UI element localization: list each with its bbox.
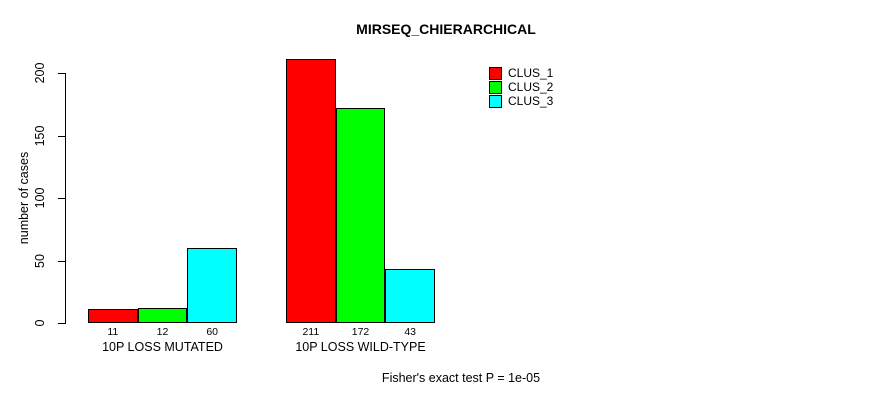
bar-value-label: 211 (302, 326, 320, 338)
legend-swatch-clus_2 (489, 80, 502, 94)
legend-swatch-clus_1 (489, 66, 502, 80)
y-axis-tick (58, 198, 65, 199)
y-axis-tick (58, 135, 65, 137)
statistical-test-note: Fisher's exact test P = 1e-05 (381, 371, 541, 385)
bar-clus_1-group2 (286, 59, 336, 323)
legend-label: CLUS_3 (508, 94, 554, 108)
category-label: 10P LOSS WILD-TYPE (295, 340, 426, 354)
y-tick-label: 100 (33, 187, 47, 209)
y-tick-label: 200 (33, 62, 47, 84)
y-tick-label: 0 (33, 319, 47, 327)
bar-value-label: 11 (107, 326, 119, 338)
y-axis-line (65, 73, 66, 324)
bar-clus_3-group1 (187, 248, 237, 323)
y-axis-tick (58, 73, 65, 74)
y-tick-label: 150 (33, 125, 47, 146)
bar-value-label: 12 (156, 326, 169, 338)
legend-item-clus_1: CLUS_1 (489, 66, 553, 80)
y-tick-label: 50 (33, 253, 47, 268)
legend: CLUS_1 CLUS_2 CLUS_3 (489, 66, 553, 108)
bar-clus_1-group1 (88, 309, 138, 323)
category-label: 10P LOSS MUTATED (102, 340, 223, 354)
bar-value-label: 60 (206, 326, 219, 338)
legend-label: CLUS_2 (508, 80, 554, 94)
chart-title: MIRSEQ_CHIERARCHICAL (356, 21, 536, 37)
bar-value-label: 43 (404, 326, 417, 338)
legend-item-clus_2: CLUS_2 (489, 80, 553, 94)
y-axis-tick (58, 260, 65, 262)
bar-clus_3-group2 (385, 269, 435, 323)
bar-clus_2-group2 (335, 108, 386, 323)
legend-item-clus_3: CLUS_3 (489, 94, 553, 108)
legend-label: CLUS_1 (508, 66, 554, 80)
y-axis-tick (58, 323, 65, 324)
legend-swatch-clus_3 (489, 94, 502, 108)
bar-value-label: 172 (351, 326, 370, 338)
bar-clus_2-group1 (137, 308, 188, 323)
